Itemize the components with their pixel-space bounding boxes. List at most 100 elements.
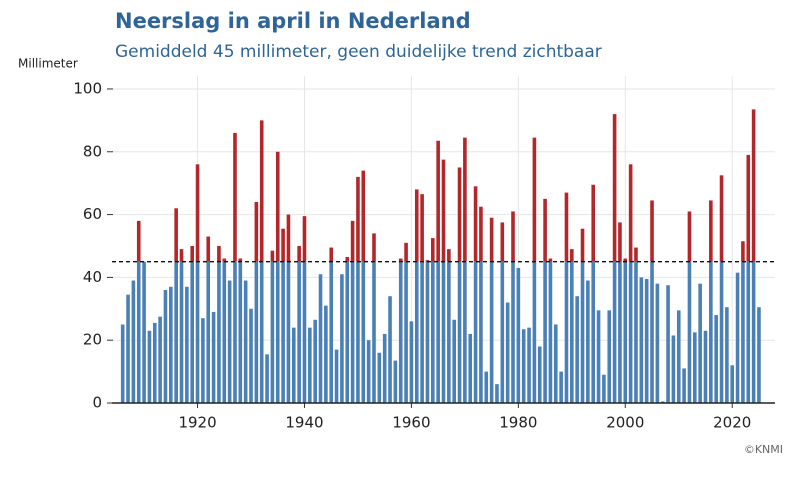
bar xyxy=(757,307,761,403)
bar xyxy=(265,354,269,403)
bar-above-mean xyxy=(254,202,259,262)
bar xyxy=(275,261,280,403)
bar xyxy=(142,261,146,403)
y-tick-label: 40 xyxy=(83,268,102,286)
bar xyxy=(634,261,638,403)
y-tick-label: 60 xyxy=(83,205,102,223)
bar-above-mean xyxy=(473,186,478,262)
bar-above-mean xyxy=(746,154,751,262)
bar xyxy=(484,371,489,403)
bar xyxy=(570,261,574,403)
bar xyxy=(500,261,505,403)
bar-above-mean xyxy=(275,151,280,262)
bar xyxy=(719,261,724,403)
chart-title: Neerslag in april in Nederland xyxy=(115,9,471,33)
bar xyxy=(575,296,579,403)
bar-above-mean xyxy=(206,236,211,262)
bar-above-mean xyxy=(709,200,713,262)
bar xyxy=(741,261,745,403)
bar xyxy=(227,280,232,403)
bar xyxy=(334,349,339,403)
bar xyxy=(671,335,676,403)
bar xyxy=(345,261,350,403)
bar-above-mean xyxy=(425,260,430,262)
bar xyxy=(660,401,665,403)
bar xyxy=(414,261,419,403)
bar-above-mean xyxy=(270,250,275,262)
bar xyxy=(158,316,162,403)
bar xyxy=(217,261,221,403)
bar xyxy=(270,261,275,403)
bar-above-mean xyxy=(179,249,184,262)
bar-above-mean xyxy=(404,242,408,262)
bar xyxy=(559,371,563,403)
bar-above-mean xyxy=(420,194,424,262)
bar xyxy=(308,327,312,403)
bar xyxy=(452,319,456,403)
bar xyxy=(447,261,451,403)
bar-above-mean xyxy=(238,258,243,262)
bar xyxy=(516,267,521,403)
bar xyxy=(725,307,729,403)
bar-above-mean xyxy=(532,137,537,262)
bar-above-mean xyxy=(612,114,617,262)
bar xyxy=(596,310,601,403)
bar-above-mean xyxy=(190,245,195,262)
bar xyxy=(179,261,184,403)
bar xyxy=(291,327,296,403)
bar-above-mean xyxy=(222,258,227,262)
bar xyxy=(479,261,483,403)
bar xyxy=(682,368,686,403)
bar-above-mean xyxy=(618,222,622,262)
y-tick-label: 80 xyxy=(83,142,102,160)
bar xyxy=(591,261,596,403)
bar xyxy=(201,318,205,403)
y-tick-label: 0 xyxy=(92,394,102,412)
bar xyxy=(382,333,387,403)
bar xyxy=(687,261,692,403)
bar xyxy=(607,310,612,403)
bar xyxy=(254,261,259,403)
bar xyxy=(521,329,526,403)
bar-above-mean xyxy=(447,249,451,262)
bar-above-mean xyxy=(479,206,483,262)
bar-above-mean xyxy=(441,159,446,262)
y-tick-label: 100 xyxy=(73,79,102,97)
bar xyxy=(243,280,248,403)
bar-above-mean xyxy=(372,233,376,262)
bar-above-mean xyxy=(623,258,628,262)
bar-above-mean xyxy=(580,228,585,262)
bar xyxy=(147,330,152,403)
bar-above-mean xyxy=(302,216,307,262)
bar xyxy=(543,261,547,403)
bar xyxy=(318,274,323,403)
bar xyxy=(532,261,537,403)
bar xyxy=(751,261,756,403)
bar-above-mean xyxy=(286,214,291,262)
bar xyxy=(152,322,157,403)
bar xyxy=(398,261,403,403)
bar xyxy=(350,261,355,403)
bar xyxy=(174,261,178,403)
bar-above-mean xyxy=(414,189,419,262)
bar xyxy=(425,261,430,403)
bar xyxy=(324,305,328,403)
bar xyxy=(340,274,344,403)
bar xyxy=(580,261,585,403)
bar xyxy=(463,261,467,403)
bar xyxy=(238,261,243,403)
bar xyxy=(553,324,558,403)
bar-above-mean xyxy=(628,164,633,262)
bar xyxy=(473,261,478,403)
bar-above-mean xyxy=(436,140,440,262)
bar xyxy=(735,272,740,403)
bar xyxy=(259,261,264,403)
bar-above-mean xyxy=(356,176,360,262)
bar xyxy=(746,261,751,403)
source: ©KNMI xyxy=(744,443,783,456)
bar xyxy=(537,346,542,403)
bar xyxy=(709,261,713,403)
bar-above-mean xyxy=(564,192,569,262)
bar-above-mean xyxy=(548,258,553,262)
bar-above-mean xyxy=(687,211,692,262)
